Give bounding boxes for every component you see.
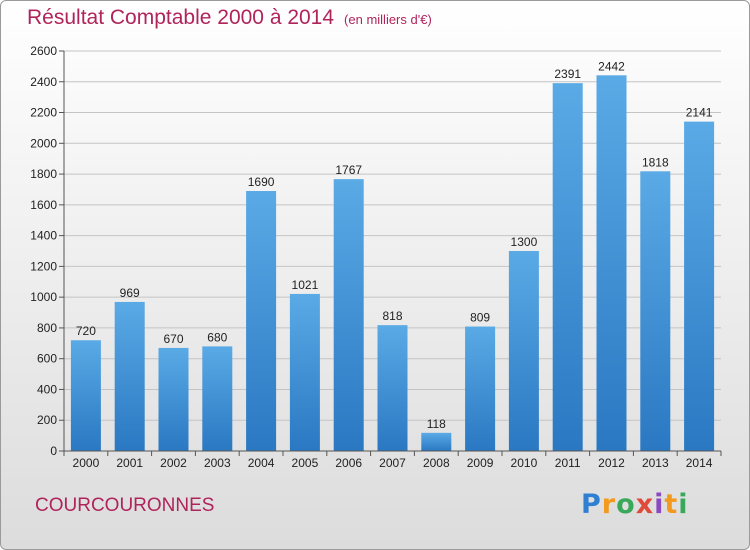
ytick-label-600: 600 xyxy=(37,352,57,366)
ytick-label-1200: 1200 xyxy=(30,259,57,273)
ytick-label-1400: 1400 xyxy=(30,229,57,243)
bars: 720 969 670 680 1690 1021 1767 818 118 809 1300 239… xyxy=(70,59,715,452)
chart-title: Résultat Comptable 2000 à 2014 (en millie… xyxy=(27,6,432,30)
bar-2009 xyxy=(465,326,496,451)
xtick-label-2005: 2005 xyxy=(292,456,319,470)
data-label-2002: 670 xyxy=(163,332,183,346)
xtick-label-2012: 2012 xyxy=(598,456,625,470)
bar-2003 xyxy=(202,346,233,451)
bar-2013 xyxy=(640,171,671,452)
xtick-label-2008: 2008 xyxy=(423,456,450,470)
xtick-label-2010: 2010 xyxy=(511,456,538,470)
ytick-label-1800: 1800 xyxy=(30,167,57,181)
proxiti-logo[interactable]: Proxiti xyxy=(581,489,689,520)
bar-2008 xyxy=(421,432,452,451)
ytick-label-400: 400 xyxy=(37,382,57,396)
ytick-label-2200: 2200 xyxy=(30,106,57,120)
xtick-label-2013: 2013 xyxy=(642,456,669,470)
bar-2007 xyxy=(377,325,408,451)
data-label-2006: 1767 xyxy=(335,163,362,177)
xtick-label-2007: 2007 xyxy=(379,456,406,470)
data-label-2010: 1300 xyxy=(511,235,538,249)
bar-2004 xyxy=(246,191,277,451)
ytick-label-2000: 2000 xyxy=(30,136,57,150)
axes: 0 200 400 600 800 1000 1200 1400 1600 1800 2000 220… xyxy=(30,44,722,470)
ytick-label-2600: 2600 xyxy=(30,44,57,58)
data-label-2007: 818 xyxy=(382,309,402,323)
bar-2011 xyxy=(552,83,583,452)
bar-2012 xyxy=(596,75,627,452)
data-label-2005: 1021 xyxy=(292,278,319,292)
data-label-2000: 720 xyxy=(76,324,96,338)
xtick-label-2000: 2000 xyxy=(73,456,100,470)
ytick-label-1600: 1600 xyxy=(30,198,57,212)
ytick-label-2400: 2400 xyxy=(30,75,57,89)
xtick-label-2003: 2003 xyxy=(204,456,231,470)
ytick-label-200: 200 xyxy=(37,413,57,427)
commune-name: COURCOURONNES xyxy=(35,495,215,516)
bar-2010 xyxy=(508,251,539,451)
ytick-label-1000: 1000 xyxy=(30,290,57,304)
chart-title-text: Résultat Comptable 2000 à 2014 xyxy=(27,6,335,29)
data-label-2003: 680 xyxy=(207,330,227,344)
bar-2006 xyxy=(333,179,364,451)
xtick-label-2002: 2002 xyxy=(160,456,187,470)
data-label-2014: 2141 xyxy=(686,106,713,120)
xtick-label-2011: 2011 xyxy=(555,456,581,470)
bar-2001 xyxy=(114,301,145,451)
data-label-2012: 2442 xyxy=(598,59,625,73)
xtick-label-2006: 2006 xyxy=(335,456,362,470)
chart-unit: (en milliers d'€) xyxy=(344,12,432,27)
data-label-2008: 118 xyxy=(427,417,446,431)
xtick-label-2014: 2014 xyxy=(686,456,713,470)
ytick-label-0: 0 xyxy=(50,444,57,458)
xtick-label-2001: 2001 xyxy=(116,456,143,470)
bar-2014 xyxy=(684,121,715,451)
data-label-2013: 1818 xyxy=(642,155,669,169)
data-label-2011: 2391 xyxy=(554,67,581,81)
xtick-label-2004: 2004 xyxy=(248,456,275,470)
data-label-2001: 969 xyxy=(120,286,140,300)
bar-2002 xyxy=(158,347,189,451)
bar-2005 xyxy=(289,293,320,451)
data-label-2009: 809 xyxy=(470,311,490,325)
ytick-label-800: 800 xyxy=(37,321,57,335)
data-label-2004: 1690 xyxy=(248,175,275,189)
bar-2000 xyxy=(70,340,101,451)
xtick-label-2009: 2009 xyxy=(467,456,494,470)
